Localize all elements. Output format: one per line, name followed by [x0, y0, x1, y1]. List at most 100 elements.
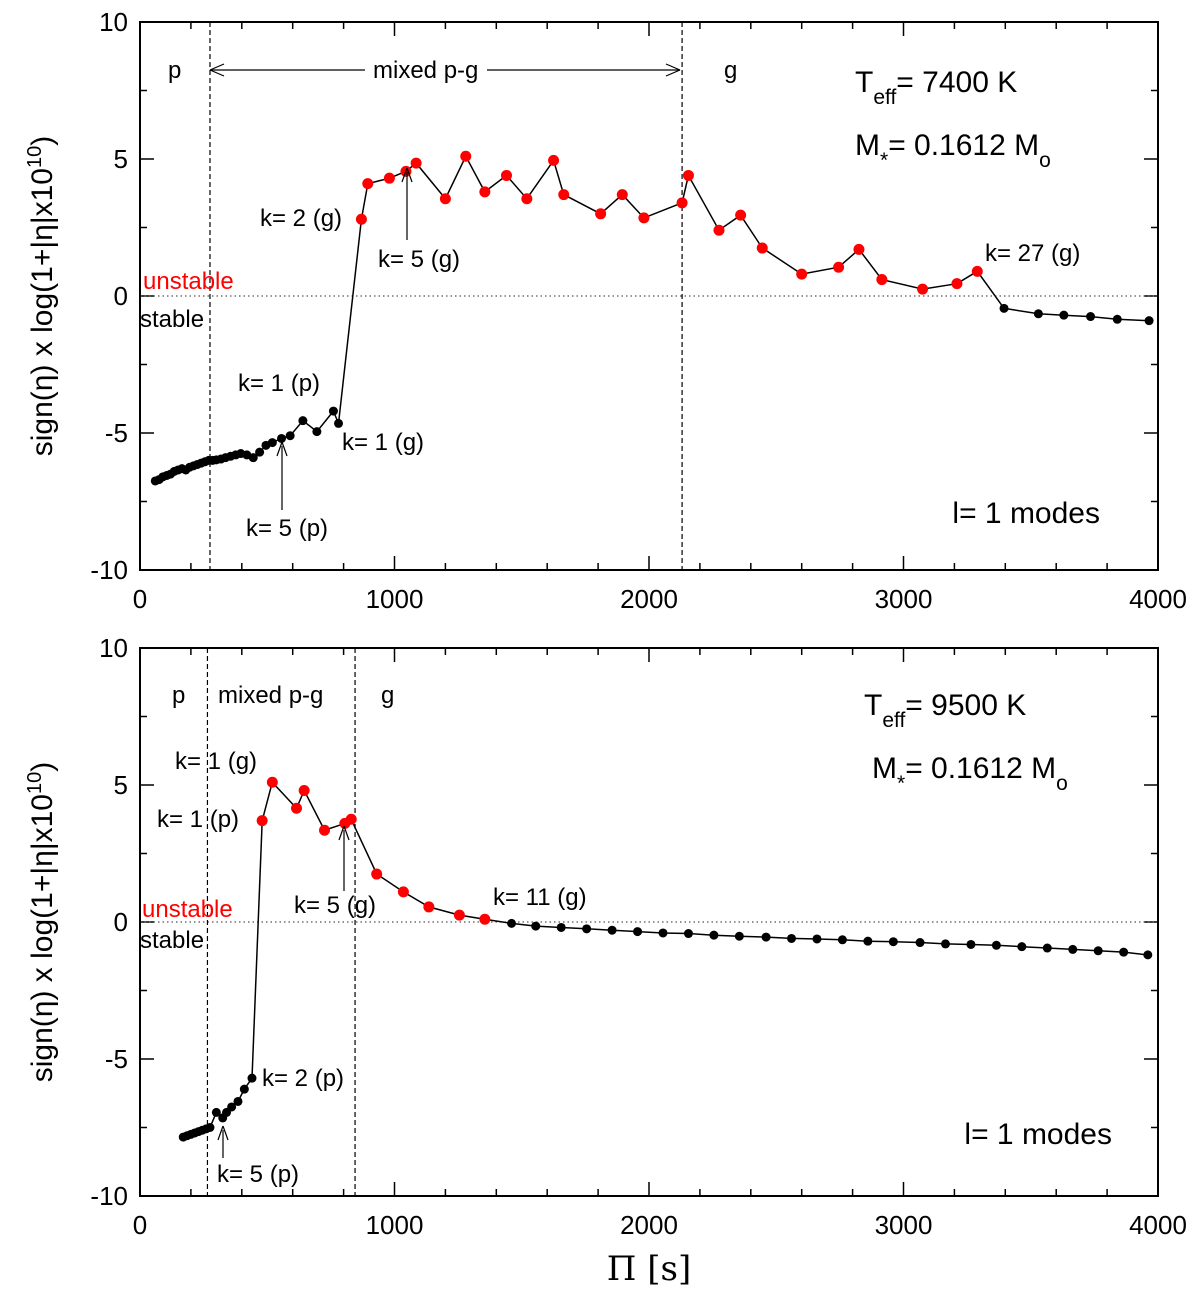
region-label-p: p — [172, 682, 185, 709]
x-tick-label: 2000 — [620, 1210, 678, 1240]
unstable-mode-point — [917, 283, 929, 295]
x-tick-label: 4000 — [1129, 1210, 1187, 1240]
y-tick-label: -10 — [90, 555, 128, 585]
stable-mode-point — [683, 929, 693, 939]
stable-mode-point — [991, 940, 1001, 950]
unstable-label: unstable — [142, 896, 233, 923]
unstable-mode-point — [971, 265, 983, 277]
unstable-mode-point — [371, 868, 383, 880]
unstable-mode-point — [453, 909, 465, 921]
unstable-mode-point — [479, 913, 491, 925]
stable-mode-point — [328, 406, 338, 416]
unstable-label: unstable — [143, 268, 234, 295]
stable-mode-point — [211, 1107, 221, 1117]
modes-label: l= 1 modes — [952, 497, 1100, 530]
x-tick-label: 0 — [133, 1210, 147, 1240]
unstable-mode-point — [256, 815, 268, 827]
annotation-k5g: k= 5 (g) — [294, 892, 376, 919]
unstable-mode-point — [853, 243, 865, 255]
unstable-mode-point — [735, 209, 747, 221]
unstable-mode-point — [951, 278, 963, 290]
stable-mode-point — [1093, 946, 1103, 956]
stable-mode-point — [1059, 310, 1069, 320]
panel-bottom: 10 5 0 -5 -10 0 1000 2000 3000 4000 sign… — [24, 633, 1187, 1289]
region-label-mixed: mixed p-g — [373, 57, 478, 84]
stable-mode-point — [267, 438, 277, 448]
stable-mode-point — [248, 453, 258, 463]
y-tick-label: 0 — [114, 281, 128, 311]
stable-mode-point — [999, 303, 1009, 313]
stable-mode-point — [1086, 312, 1096, 322]
stable-mode-point — [277, 433, 287, 443]
stable-mode-point — [239, 1084, 249, 1094]
stable-mode-point — [1112, 314, 1122, 324]
x-tick-label: 4000 — [1129, 584, 1187, 614]
annotation-k5g: k= 5 (g) — [378, 246, 460, 273]
annotation-k11g: k= 11 (g) — [493, 884, 587, 911]
stable-mode-point — [1143, 950, 1153, 960]
unstable-mode-point — [676, 197, 688, 209]
temperature-label: Teff= 9500 K — [864, 689, 1026, 732]
unstable-mode-point — [616, 189, 628, 201]
x-tick-label: 2000 — [620, 584, 678, 614]
y-tick-label: -5 — [105, 418, 128, 448]
stable-mode-point — [312, 427, 322, 437]
unstable-mode-point — [558, 189, 570, 201]
stable-mode-point — [233, 1096, 243, 1106]
unstable-mode-point — [362, 178, 374, 190]
stable-label: stable — [140, 306, 204, 333]
unstable-mode-point — [355, 213, 367, 225]
annotation-k2g: k= 2 (g) — [260, 205, 342, 232]
x-tick-label: 1000 — [366, 584, 424, 614]
region-label-mixed: mixed p-g — [218, 682, 323, 709]
annotation-k5p: k= 5 (p) — [217, 1161, 299, 1188]
unstable-mode-point — [423, 901, 435, 913]
y-tick-label: -5 — [105, 1044, 128, 1074]
unstable-mode-point — [397, 886, 409, 898]
unstable-mode-point — [291, 802, 303, 814]
mass-label: M*= 0.1612 Mo — [855, 129, 1051, 172]
annotation-k1g: k= 1 (g) — [175, 748, 257, 775]
stable-mode-point — [1119, 947, 1129, 957]
stable-mode-point — [734, 931, 744, 941]
stable-mode-point — [787, 933, 797, 943]
x-tick-label: 3000 — [875, 1210, 933, 1240]
unstable-mode-point — [796, 268, 808, 280]
unstable-mode-point — [410, 157, 422, 169]
arrow-head — [217, 1125, 229, 1141]
stable-mode-point — [709, 930, 719, 940]
unstable-mode-point — [460, 150, 472, 162]
plot-frame-top — [139, 21, 1159, 571]
arrow-head — [276, 441, 288, 457]
stable-mode-point — [837, 935, 847, 945]
y-tick-label: 5 — [114, 770, 128, 800]
y-tick-label: 10 — [99, 633, 128, 663]
unstable-mode-point — [833, 261, 845, 273]
stable-mode-point — [812, 934, 822, 944]
stable-mode-point — [1144, 316, 1154, 326]
unstable-mode-point — [500, 169, 512, 181]
y-tick-label: 10 — [99, 7, 128, 37]
annotation-k27g: k= 27 (g) — [985, 240, 1080, 267]
unstable-mode-point — [345, 813, 357, 825]
region-label-g: g — [381, 682, 394, 709]
annotation-k2p: k= 2 (p) — [262, 1065, 344, 1092]
annotation-k1g: k= 1 (g) — [342, 429, 424, 456]
stable-mode-point — [334, 418, 344, 428]
unstable-mode-point — [319, 824, 331, 836]
stable-mode-point — [915, 938, 925, 948]
panel-top: 10 5 0 -5 -10 0 1000 2000 3000 4000 sign… — [24, 7, 1187, 614]
modes-label: l= 1 modes — [964, 1118, 1112, 1151]
stable-mode-point — [658, 928, 668, 938]
stable-mode-point — [531, 921, 541, 931]
stable-mode-point — [1068, 944, 1078, 954]
unstable-mode-point — [266, 776, 278, 788]
stable-mode-point — [1042, 943, 1052, 953]
stable-mode-point — [227, 1102, 237, 1112]
unstable-mode-point — [439, 193, 451, 205]
panel-bottom-marks — [139, 647, 1159, 1197]
arrow-head — [665, 63, 681, 77]
unstable-mode-point — [548, 154, 560, 166]
arrow-head — [209, 63, 225, 77]
unstable-mode-point — [876, 274, 888, 286]
